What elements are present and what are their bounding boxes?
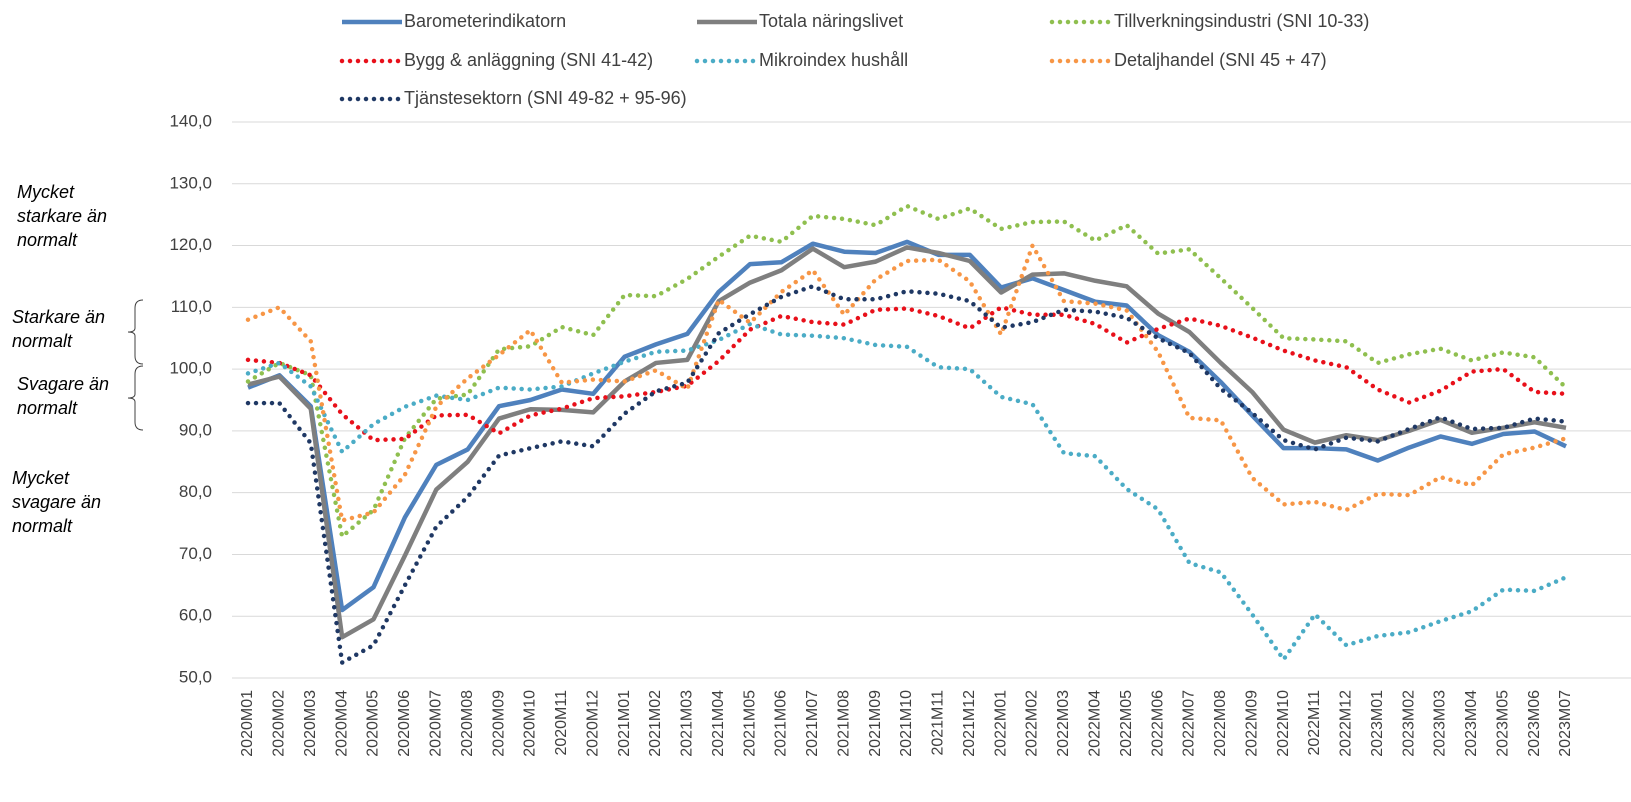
- x-tick-label: 2023M02: [1400, 690, 1417, 757]
- y-tick-label: 140,0: [169, 111, 212, 130]
- y-tick-label: 60,0: [179, 606, 212, 625]
- series-line: [245, 321, 1569, 664]
- x-tick-label: 2020M10: [522, 690, 539, 757]
- x-tick-label: 2020M12: [584, 690, 601, 757]
- x-tick-label: 2022M03: [1055, 690, 1072, 757]
- brace: [127, 365, 144, 431]
- x-tick-label: 2023M03: [1432, 690, 1449, 757]
- x-tick-label: 2023M06: [1526, 690, 1543, 757]
- x-tick-label: 2021M09: [867, 690, 884, 757]
- series-line: [245, 283, 1569, 667]
- x-tick-label: 2023M01: [1369, 690, 1386, 757]
- series-line: [247, 239, 1567, 613]
- x-tick-label: 2023M05: [1494, 690, 1511, 757]
- x-tick-label: 2021M05: [741, 690, 758, 757]
- y-tick-label: 70,0: [179, 544, 212, 563]
- x-tick-label: 2022M04: [1087, 690, 1104, 757]
- x-tick-label: 2020M11: [553, 690, 570, 756]
- legend-label: Detaljhandel (SNI 45 + 47): [1114, 50, 1327, 70]
- x-tick-label: 2020M07: [428, 690, 445, 757]
- x-tick-label: 2023M04: [1463, 690, 1480, 757]
- annotation: normalt: [17, 230, 78, 250]
- y-tick-label: 110,0: [171, 297, 212, 316]
- annotation: starkare än: [17, 206, 107, 226]
- x-tick-label: 2021M07: [804, 690, 821, 757]
- annotation: svagare än: [12, 492, 101, 512]
- x-tick-label: 2020M09: [490, 690, 507, 757]
- annotation: Starkare än: [12, 307, 105, 327]
- y-tick-label: 120,0: [169, 235, 212, 254]
- series-line: [247, 245, 1567, 640]
- y-tick-label: 90,0: [179, 420, 212, 439]
- series-line: [245, 240, 1569, 524]
- x-tick-label: 2021M04: [710, 690, 727, 757]
- y-tick-label: 130,0: [169, 173, 212, 192]
- legend-label: Mikroindex hushåll: [759, 50, 908, 70]
- y-tick-label: 80,0: [179, 482, 212, 501]
- x-tick-label: 2023M07: [1557, 690, 1574, 757]
- annotation: normalt: [12, 516, 73, 536]
- x-tick-label: 2022M02: [1024, 690, 1041, 757]
- annotation: normalt: [12, 331, 73, 351]
- x-tick-label: 2022M08: [1212, 690, 1229, 757]
- x-tick-label: 2021M11: [930, 690, 947, 756]
- x-tick-label: 2022M10: [1275, 690, 1292, 757]
- series-line: [245, 304, 1569, 443]
- y-tick-label: 100,0: [169, 359, 212, 378]
- series-line: [245, 203, 1569, 541]
- legend-label: Totala näringslivet: [759, 11, 903, 31]
- x-tick-label: 2022M12: [1338, 690, 1355, 757]
- x-tick-label: 2020M05: [365, 690, 382, 757]
- y-tick-label: 50,0: [179, 667, 212, 686]
- annotation: normalt: [17, 398, 78, 418]
- annotation: Mycket: [12, 468, 70, 488]
- x-tick-label: 2020M03: [302, 690, 319, 757]
- x-tick-label: 2022M01: [992, 690, 1009, 757]
- x-tick-label: 2021M01: [616, 690, 633, 757]
- x-tick-label: 2020M04: [333, 690, 350, 757]
- x-tick-label: 2022M07: [1181, 690, 1198, 757]
- legend-label: Tjänstesektorn (SNI 49-82 + 95-96): [404, 88, 687, 108]
- x-tick-label: 2021M10: [898, 690, 915, 757]
- x-tick-label: 2020M08: [459, 690, 476, 757]
- legend-label: Tillverkningsindustri (SNI 10-33): [1114, 11, 1369, 31]
- legend-label: Barometerindikatorn: [404, 11, 566, 31]
- x-tick-label: 2022M11: [1306, 690, 1323, 756]
- x-tick-label: 2022M09: [1243, 690, 1260, 757]
- x-tick-label: 2022M05: [1118, 690, 1135, 757]
- x-tick-label: 2021M06: [773, 690, 790, 757]
- x-tick-label: 2020M06: [396, 690, 413, 757]
- x-tick-label: 2021M02: [647, 690, 664, 757]
- x-tick-label: 2022M06: [1149, 690, 1166, 757]
- legend-label: Bygg & anläggning (SNI 41-42): [404, 50, 653, 70]
- x-tick-label: 2020M01: [239, 690, 256, 757]
- brace: [127, 299, 144, 365]
- annotation: Svagare än: [17, 374, 109, 394]
- x-tick-label: 2021M12: [961, 690, 978, 757]
- x-tick-label: 2021M03: [679, 690, 696, 757]
- annotation: Mycket: [17, 182, 75, 202]
- x-tick-label: 2021M08: [835, 690, 852, 757]
- x-tick-label: 2020M02: [271, 690, 288, 757]
